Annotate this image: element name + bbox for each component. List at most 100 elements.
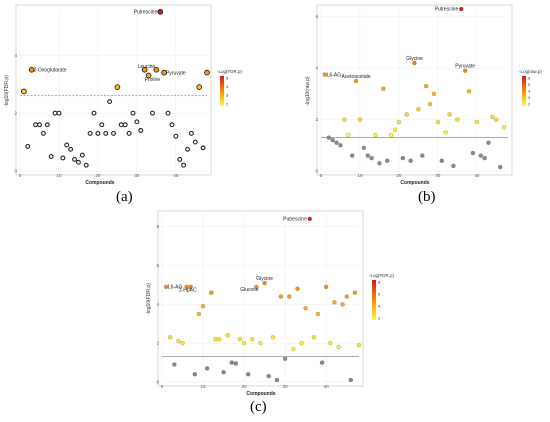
panel-b-frame [316, 4, 513, 176]
data-point [353, 78, 359, 84]
legend-tick-label: 2 [226, 101, 229, 106]
data-point [404, 112, 409, 117]
point-annotation: Glycine [406, 56, 423, 62]
point-annotation: Putrescine [134, 10, 158, 16]
data-point [75, 159, 81, 165]
y-tick-label: 0 [315, 169, 318, 174]
data-point [180, 341, 185, 346]
data-point [204, 366, 210, 371]
data-point [486, 140, 491, 145]
y-tick-label: 0 [156, 380, 159, 385]
data-point [361, 145, 367, 151]
data-point [319, 360, 325, 365]
data-point [40, 130, 46, 136]
panel-c-points [163, 216, 362, 383]
data-point [490, 114, 495, 120]
data-point [181, 162, 187, 168]
panel-b-points [322, 6, 507, 170]
data-point [315, 311, 321, 317]
panel-c-frame [157, 210, 364, 387]
data-point [348, 377, 353, 383]
data-point [79, 152, 85, 158]
data-point [307, 216, 312, 222]
data-point [176, 339, 181, 344]
panel-a-annotations: 2-Oxoglutarate Leucine Proline Putrescine Py… [33, 10, 185, 83]
data-point [408, 158, 413, 163]
legend-tick-label: 4 [226, 84, 229, 89]
data-point [373, 132, 378, 138]
y-tick-label: 2 [14, 111, 17, 116]
x-tick-label: 0 [320, 173, 323, 178]
y-tick-label: 2 [156, 341, 159, 346]
y-tick-label: 4 [156, 302, 159, 307]
data-point [241, 341, 247, 346]
data-point [177, 156, 183, 162]
data-point [356, 342, 362, 348]
legend-tick-label: 3 [226, 93, 229, 98]
panel-a-points [21, 9, 210, 168]
data-point [254, 284, 259, 289]
data-point [400, 155, 405, 161]
data-point [328, 341, 333, 346]
data-point [311, 335, 317, 340]
point-annotation: L6-AG [168, 285, 183, 291]
x-tick-label: 0 [161, 384, 164, 389]
x-tick-label: 30 [283, 384, 289, 389]
data-point [64, 142, 70, 148]
data-point [365, 153, 370, 158]
data-point [466, 89, 472, 94]
data-point [344, 294, 349, 299]
x-tick-label: 40 [474, 173, 480, 178]
data-point [188, 130, 194, 136]
legend-tick-label: 6 [528, 75, 531, 80]
point-annotation: Pyruvate [166, 70, 186, 76]
point-annotation: 2-Oxoglutarate [33, 67, 66, 73]
data-point [48, 154, 54, 159]
x-tick-label: 10 [201, 384, 207, 389]
data-point [209, 290, 214, 295]
panel-b-xlabel: Compounds [400, 180, 429, 186]
legend-tick-label: 2 [528, 101, 531, 106]
data-point [388, 132, 394, 138]
panel-a-frame [15, 4, 212, 176]
data-point [424, 83, 429, 89]
data-point [494, 117, 499, 122]
data-point [470, 150, 476, 156]
y-tick-label: 8 [156, 224, 159, 229]
panel-c-letter: (c) [250, 399, 267, 415]
point-annotation: 2-HpAC [179, 287, 197, 293]
data-point [334, 140, 339, 145]
y-tick-label: 6 [315, 14, 318, 19]
legend-a: -Log(FDR.p)5 4 3 2 [217, 69, 243, 106]
legend-b: -Log(raw.p)6 54 32 [519, 69, 542, 106]
point-annotation: Glucose [240, 287, 259, 293]
x-tick-label: 20 [242, 384, 248, 389]
data-point [258, 341, 263, 346]
legend-title: -Log(raw.p) [519, 69, 542, 74]
legend-tick-label: 6 [378, 291, 381, 296]
data-point [83, 162, 89, 168]
data-point [462, 68, 468, 73]
data-point [213, 337, 218, 342]
data-point [381, 86, 386, 91]
data-point [412, 60, 417, 66]
data-point [118, 122, 124, 128]
chart-panel-a: 2-Oxoglutarate Leucine Proline Putrescine Py… [4, 4, 212, 186]
data-point [295, 286, 300, 291]
y-tick-label: 4 [315, 66, 318, 71]
data-point [221, 370, 226, 375]
data-point [161, 69, 167, 76]
panel-b-ylabel: -log10(raw.p) [305, 76, 311, 106]
y-tick-label: 4 [14, 53, 17, 58]
data-point [357, 117, 363, 122]
data-point [287, 294, 292, 299]
panel-c-ticks: 0 10 20 30 40 0 2 4 6 8 [156, 224, 329, 389]
data-point [56, 110, 62, 116]
legend-color-bar [372, 280, 376, 320]
data-point [141, 66, 148, 73]
data-point [340, 302, 345, 307]
data-point [420, 153, 425, 158]
x-tick-label: 30 [435, 173, 441, 178]
data-point [165, 110, 171, 116]
data-point [200, 304, 206, 309]
